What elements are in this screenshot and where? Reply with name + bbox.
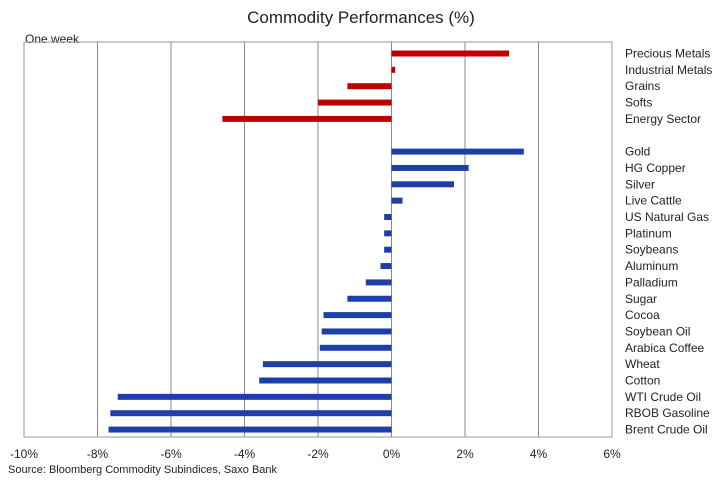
bars <box>108 50 524 433</box>
x-tick-label: -6% <box>160 447 182 461</box>
category-label: Palladium <box>625 275 678 289</box>
category-label: Silver <box>625 177 655 191</box>
bar-grains <box>347 83 392 90</box>
category-label: Arabica Coffee <box>625 341 704 355</box>
category-label: Live Cattle <box>625 194 682 208</box>
bar-precious-metals <box>391 50 510 57</box>
bar-wti-crude-oil <box>117 393 392 400</box>
bar-wheat <box>262 361 392 368</box>
category-label: Cotton <box>625 374 660 388</box>
bar-arabica-coffee <box>319 344 392 351</box>
bar-cocoa <box>323 312 392 319</box>
category-label: Aluminum <box>625 259 678 273</box>
plot-frame <box>23 41 613 438</box>
category-label: WTI Crude Oil <box>625 390 701 404</box>
bar-cotton <box>259 377 392 384</box>
category-label: Wheat <box>625 357 660 371</box>
x-tick-label: -4% <box>234 447 256 461</box>
category-label: Softs <box>625 96 652 110</box>
category-label: Cocoa <box>625 308 660 322</box>
grid <box>23 41 613 438</box>
category-labels: Precious Metals Industrial Metals Grains So… <box>625 47 712 437</box>
x-tick-label: -8% <box>87 447 109 461</box>
category-label: Brent Crude Oil <box>625 423 708 437</box>
category-label: US Natural Gas <box>625 210 709 224</box>
category-label: Gold <box>625 145 650 159</box>
bar-hg-copper <box>391 164 469 171</box>
category-label: Precious Metals <box>625 47 710 61</box>
bar-energy-sector <box>222 115 392 122</box>
bar-soybean-oil <box>321 328 392 335</box>
bar-aluminum <box>380 263 392 270</box>
bar-softs <box>318 99 392 106</box>
bar-brent-crude-oil <box>108 426 392 433</box>
x-tick-label: -10% <box>10 447 38 461</box>
bar-soybeans <box>384 246 392 253</box>
chart-title: Commodity Performances (%) <box>247 8 475 27</box>
category-label: HG Copper <box>625 161 686 175</box>
x-tick-label: 6% <box>603 447 621 461</box>
bar-gold <box>391 148 524 155</box>
bar-rbob-gasoline <box>110 410 392 417</box>
chart-subtitle: One week <box>25 32 80 46</box>
bar-palladium <box>365 279 392 286</box>
category-label: Grains <box>625 79 660 93</box>
bar-platinum <box>384 230 392 237</box>
x-tick-label: 0% <box>383 447 401 461</box>
bar-live-cattle <box>391 197 403 204</box>
x-tick-label: 2% <box>456 447 474 461</box>
category-label: Energy Sector <box>625 112 701 126</box>
category-label: Sugar <box>625 292 657 306</box>
x-tick-label: -2% <box>307 447 329 461</box>
bar-us-natural-gas <box>384 214 392 220</box>
bar-industrial-metals <box>391 66 396 73</box>
bar-sugar <box>347 295 392 302</box>
category-label: RBOB Gasoline <box>625 406 710 420</box>
category-label: Platinum <box>625 226 672 240</box>
x-tick-labels: -10% -8% -6% -4% -2% 0% 2% 4% 6% <box>10 447 621 461</box>
bar-silver <box>391 181 454 188</box>
category-label: Soybeans <box>625 243 678 257</box>
category-label: Soybean Oil <box>625 324 690 338</box>
x-tick-label: 4% <box>530 447 548 461</box>
category-label: Industrial Metals <box>625 63 712 77</box>
chart-source: Source: Bloomberg Commodity Subindices, … <box>8 464 278 476</box>
